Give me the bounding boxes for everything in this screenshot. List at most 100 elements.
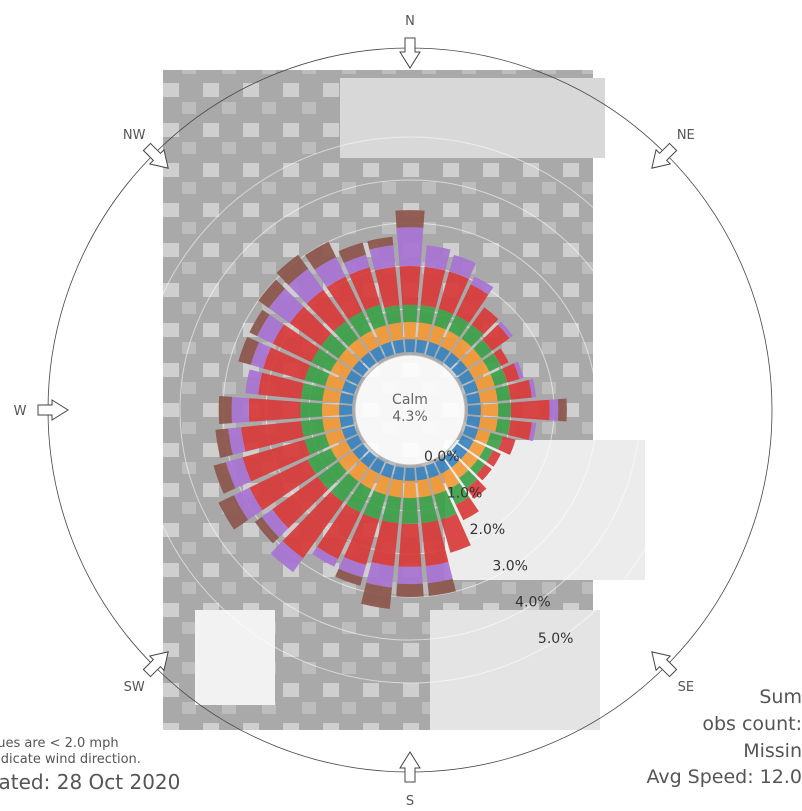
spoke-250 bbox=[213, 425, 358, 494]
bar-60-bin-2 bbox=[482, 353, 501, 372]
bar-220-bin-1 bbox=[348, 460, 369, 482]
bar-140-bin-2 bbox=[459, 470, 478, 489]
bar-270-bin-0 bbox=[339, 404, 353, 416]
bar-250-bin-3 bbox=[242, 439, 310, 482]
spoke-180 bbox=[396, 467, 424, 598]
bar-80-bin-3 bbox=[507, 379, 532, 400]
bar-250-bin-5 bbox=[213, 462, 236, 494]
bar-50-bin-0 bbox=[451, 360, 468, 377]
radial-tick-label: 3.0% bbox=[492, 558, 528, 574]
bar-350-bin-3 bbox=[374, 266, 400, 308]
direction-arrow-N bbox=[399, 37, 421, 69]
bar-250-bin-0 bbox=[341, 425, 358, 440]
spoke-150 bbox=[435, 458, 479, 521]
spoke-170 bbox=[415, 466, 456, 596]
radial-tick-label: 0.0% bbox=[424, 449, 460, 465]
bar-300-bin-5 bbox=[249, 309, 270, 337]
bar-240-bin-1 bbox=[330, 440, 352, 460]
bar-20-bin-1 bbox=[429, 325, 447, 346]
bar-100-bin-2 bbox=[495, 418, 511, 435]
bar-150-bin-0 bbox=[435, 458, 450, 474]
bar-70-bin-1 bbox=[474, 373, 495, 391]
bar-170-bin-1 bbox=[417, 478, 432, 498]
spoke-70 bbox=[462, 361, 524, 395]
bar-260-bin-0 bbox=[339, 415, 354, 428]
bar-10-bin-0 bbox=[415, 339, 428, 354]
bar-70-bin-0 bbox=[462, 380, 479, 395]
bar-240-bin-3 bbox=[249, 459, 316, 511]
direction-arrow-S bbox=[399, 751, 421, 783]
arrow-icon bbox=[399, 37, 421, 69]
bar-90-bin-1 bbox=[480, 403, 499, 417]
grid-ring bbox=[179, 179, 641, 641]
bar-210-bin-1 bbox=[360, 468, 380, 490]
arrow-icon bbox=[399, 751, 421, 783]
direction-label-W: W bbox=[14, 404, 27, 419]
spoke-290 bbox=[238, 336, 358, 395]
spoke-350 bbox=[367, 236, 405, 354]
bar-0-bin-1 bbox=[403, 321, 417, 340]
bar-130-bin-1 bbox=[460, 451, 478, 469]
bar-340-bin-5 bbox=[338, 242, 367, 263]
bar-30-bin-1 bbox=[440, 330, 460, 352]
bar-330-bin-4 bbox=[314, 257, 346, 288]
generated-date: erated: 28 Oct 2020 bbox=[0, 770, 181, 794]
direction-markers: N NE SE S SW W NW bbox=[14, 14, 695, 809]
bar-260-bin-3 bbox=[241, 421, 304, 452]
footnote-arrows: s indicate wind direction. bbox=[0, 752, 141, 767]
bar-100-bin-0 bbox=[466, 415, 481, 428]
grid-ring bbox=[136, 136, 684, 684]
bar-320-bin-3 bbox=[306, 289, 346, 332]
bar-210-bin-0 bbox=[370, 458, 385, 474]
bar-160-bin-2 bbox=[434, 490, 457, 520]
bar-0-bin-5 bbox=[395, 210, 425, 228]
bar-50-bin-3 bbox=[482, 324, 510, 351]
bar-200-bin-1 bbox=[373, 474, 391, 495]
direction-arrow-NE bbox=[651, 142, 678, 169]
bar-230-bin-0 bbox=[352, 443, 369, 460]
bar-60-bin-1 bbox=[468, 360, 490, 380]
radial-tick-label: 5.0% bbox=[538, 631, 574, 647]
bar-80-bin-4 bbox=[528, 378, 537, 398]
bar-240-bin-4 bbox=[233, 487, 263, 520]
spoke-10 bbox=[415, 245, 451, 354]
bar-130-bin-0 bbox=[451, 443, 468, 460]
bar-280-bin-0 bbox=[339, 392, 354, 405]
bar-290-bin-4 bbox=[250, 342, 271, 369]
bar-170-bin-3 bbox=[421, 520, 449, 567]
bar-170-bin-0 bbox=[415, 466, 428, 481]
bar-140-bin-0 bbox=[443, 451, 460, 468]
bar-290-bin-5 bbox=[238, 336, 259, 365]
spoke-0 bbox=[395, 210, 425, 353]
bar-320-bin-1 bbox=[348, 338, 369, 360]
bar-190-bin-5 bbox=[361, 582, 392, 609]
bar-190-bin-0 bbox=[392, 466, 405, 481]
bar-350-bin-0 bbox=[392, 339, 405, 354]
direction-arrow-W bbox=[37, 399, 69, 421]
bar-230-bin-3 bbox=[272, 476, 329, 529]
direction-label-NW: NW bbox=[123, 128, 146, 143]
bar-100-bin-4 bbox=[528, 422, 537, 442]
bar-180-bin-2 bbox=[401, 497, 419, 524]
avg-speed-label: Avg Speed: 12.0 bbox=[646, 766, 802, 788]
bar-280-bin-4 bbox=[245, 369, 263, 395]
bar-160-bin-0 bbox=[425, 462, 440, 479]
spoke-300 bbox=[249, 309, 362, 385]
bar-200-bin-5 bbox=[335, 568, 363, 586]
spoke-310 bbox=[258, 279, 369, 377]
bar-290-bin-3 bbox=[263, 347, 310, 381]
radial-tick-labels: 0.0% 1.0% 2.0% 3.0% 4.0% 5.0% bbox=[424, 449, 573, 647]
bar-220-bin-2 bbox=[330, 473, 359, 503]
arrow-icon bbox=[142, 651, 169, 678]
obs-count-label: obs count: bbox=[702, 713, 802, 735]
bar-40-bin-1 bbox=[451, 338, 472, 360]
bar-340-bin-3 bbox=[349, 267, 381, 310]
bar-350-bin-1 bbox=[388, 322, 403, 342]
bar-290-bin-2 bbox=[304, 365, 330, 386]
bar-40-bin-3 bbox=[471, 307, 499, 335]
windrose-spokes bbox=[213, 210, 567, 609]
bar-130-bin-2 bbox=[470, 459, 485, 475]
bar-20-bin-0 bbox=[425, 341, 440, 358]
spoke-220 bbox=[270, 451, 377, 573]
bar-200-bin-4 bbox=[338, 557, 367, 578]
